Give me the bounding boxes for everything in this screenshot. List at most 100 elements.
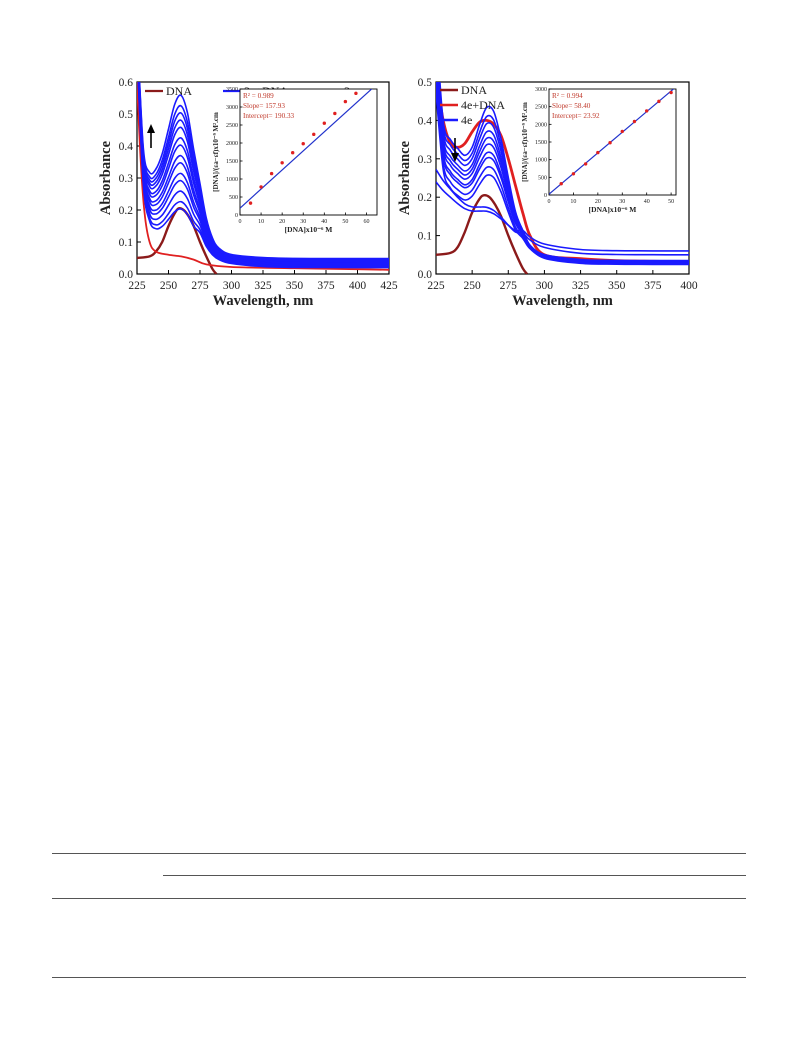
y-tick-label: 0.5 [418,77,433,89]
chart-4e-dna: 225 250 275 300 325 350 375 4000.00.10.20.30.40… [397,77,698,309]
inset-data-point [259,185,263,189]
inset-x-tick-label: 30 [619,199,625,205]
y-tick-label: 0.0 [119,269,134,281]
inset-x-tick-label: 10 [570,199,576,205]
inset-x-tick-label: 50 [342,219,348,225]
inset-data-point [632,119,637,124]
legend-label: 4e+DNA [461,98,505,112]
inset-y-tick-label: 1500 [535,140,547,146]
inset-data-point [644,109,649,113]
series-line-4e [436,92,689,265]
inset-frame [548,88,677,196]
inset-y-axis-label: [DNA]/(εa−εf)x10⁻⁹ M².cm [521,102,529,182]
inset-data-point [248,201,253,205]
x-tick-label: 425 [380,280,398,292]
y-tick-label: 0.0 [418,269,433,281]
inset-y-axis-label: [DNA]/(εa−εf)x10⁻⁹ M².cm [212,112,220,192]
x-tick-label: 325 [254,280,272,292]
x-tick-label: 350 [286,280,304,292]
inset-data-area [240,89,373,209]
x-tick-label: 275 [191,280,209,292]
series-line-dna [436,194,529,274]
inset-annotation: Intercept= 190.33 [243,112,295,120]
inset-x-tick-label: 20 [279,219,285,225]
y-tick-label: 0.1 [119,237,134,249]
legend-label: DNA [461,83,487,97]
series-line-3e-dna [138,82,389,260]
plot-area [137,82,389,274]
x-tick-label: 350 [608,280,626,292]
inset-y-tick-label: 0 [544,193,547,199]
inset-y-tick-label: 3000 [226,105,238,111]
x-tick-label: 400 [680,280,698,292]
inset-x-tick-label: 50 [668,199,674,205]
x-tick-label: 275 [500,280,518,292]
inset-plot: 0 10 20 30 40 50 60 0 500 1000 1500 2000 2500 3000 350… [212,87,378,234]
y-tick-label: 0.4 [418,115,433,127]
y-tick-label: 0.3 [119,173,134,185]
inset-y-tick-label: 0 [235,213,238,219]
x-axis-label: Wavelength, nm [512,293,613,309]
inset-y-tick-label: 1000 [535,158,547,164]
series-line-4e [439,82,689,266]
inset-annotation: Intercept= 23.92 [552,112,600,120]
x-axis-label: Wavelength, nm [213,293,314,309]
inset-annotation: R² = 0.994 [552,92,583,100]
plot-area [436,82,689,274]
plot-frame [435,81,690,275]
inset-data-point [620,129,624,134]
series-line-4e [436,181,689,252]
table-rule-header [52,898,746,899]
inset-data-point [280,161,284,165]
inset-frame [239,88,378,216]
trend-arrow-head [451,153,459,162]
inset-fit-line [549,89,675,195]
x-tick-label: 250 [464,280,482,292]
y-tick-label: 0.5 [119,109,134,121]
inset-data-point [322,121,327,125]
inset-y-tick-label: 2500 [226,123,238,129]
trend-arrow-head [147,124,155,133]
inset-data-point [608,141,612,145]
inset-x-tick-label: 40 [321,219,327,225]
inset-data-point [596,150,600,155]
inset-y-tick-label: 3000 [535,87,547,93]
x-tick-label: 225 [427,280,445,292]
inset-data-point [583,162,588,166]
inset-data-point [657,99,661,104]
y-axis-label: Absorbance [397,140,413,215]
inset-data-point [343,99,348,104]
y-tick-label: 0.3 [418,154,433,166]
inset-annotation: Slope= 58.40 [552,102,591,110]
inset-x-tick-label: 0 [548,199,551,205]
inset-y-tick-label: 2000 [535,122,547,128]
inset-data-point [559,181,563,186]
x-tick-label: 250 [160,280,178,292]
x-tick-label: 375 [644,280,662,292]
series-line-4e [436,82,689,262]
inset-data-point [290,151,295,155]
y-tick-label: 0.2 [418,192,433,204]
inset-x-tick-label: 20 [595,199,601,205]
y-tick-label: 0.1 [418,231,433,243]
x-tick-label: 325 [572,280,590,292]
inset-data-point [571,172,576,176]
inset-y-tick-label: 500 [538,175,547,181]
inset-y-tick-label: 1500 [226,159,238,165]
inset-y-tick-label: 1000 [226,177,238,183]
legend-label: 4e [461,113,472,127]
y-tick-label: 0.2 [119,205,134,217]
inset-annotation: R² = 0.989 [243,92,274,100]
y-tick-label: 0.6 [119,77,134,89]
inset-y-tick-label: 2000 [226,141,238,147]
x-tick-label: 375 [317,280,335,292]
inset-x-tick-label: 10 [258,219,264,225]
inset-x-axis-label: [DNA]x10⁻⁶ M [285,225,333,234]
y-axis-label: Absorbance [98,140,114,215]
chart-3e-dna: 225 250 275 300 325 350 375 400 4250.00.10.20.30… [98,77,398,309]
inset-y-tick-label: 500 [229,195,238,201]
legend-label: DNA [166,84,192,98]
table-rule-bottom [52,977,746,978]
x-tick-label: 300 [536,280,554,292]
